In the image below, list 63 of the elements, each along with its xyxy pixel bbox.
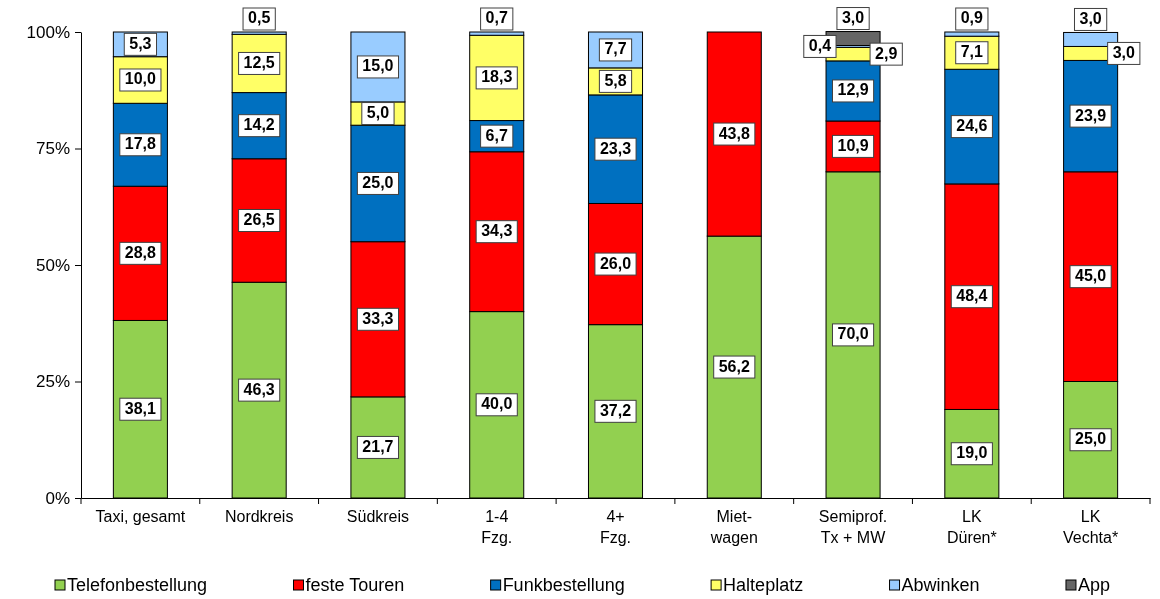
data-label: 15,0 [362,57,394,75]
data-label: 7,1 [960,43,984,61]
x-tick-label: Semiprof. Tx + MW [818,508,888,546]
data-label: 6,7 [485,126,508,144]
data-label: 70,0 [837,325,869,343]
data-label: 3,0 [841,9,865,27]
x-tick-label: Taxi, gesamt [95,508,186,525]
data-label: 12,5 [243,53,275,71]
data-label: 0,4 [808,36,832,54]
data-label: 25,0 [362,173,394,191]
legend-label: feste Touren [305,575,405,596]
data-label: 34,3 [481,222,513,240]
data-label: 10,0 [124,70,157,88]
data-label: 3,0 [1079,9,1102,27]
data-label: 56,2 [718,357,750,375]
x-tick-label: 4+ Fzg. [599,508,632,546]
data-label: 2,9 [875,44,898,62]
data-label: 19,0 [956,444,988,462]
data-label: 7,7 [604,40,627,58]
y-tick-label: 75% [35,139,70,159]
data-label: 3,0 [1112,43,1135,61]
data-label: 18,3 [481,68,513,86]
data-label: 26,5 [243,210,275,228]
data-label: 45,0 [1075,267,1107,285]
y-tick-label: 50% [35,255,70,275]
legend-label: Abwinken [901,575,980,596]
legend-label: Funkbestellung [502,575,625,596]
data-label: 0,7 [485,9,508,27]
legend-label: App [1077,575,1110,596]
data-label: 26,0 [599,254,632,272]
data-label: 46,3 [243,380,275,398]
data-label: 37,2 [599,401,632,419]
x-tick-label: 1-4 Fzg. [481,508,513,546]
data-label: 5,0 [366,104,390,122]
data-label: 48,4 [956,287,988,305]
x-tick-label: Südkreis [346,508,410,525]
data-label: 10,9 [837,136,869,154]
data-label: 25,0 [1075,430,1107,448]
data-label: 12,9 [837,81,869,99]
data-label: 33,3 [362,309,394,327]
x-tick-label: LK Düren* [946,508,997,546]
x-tick-label: Nordkreis [224,508,294,525]
data-label: 38,1 [124,399,157,417]
y-tick-label: 25% [35,372,70,392]
y-tick-label: 100% [26,22,70,42]
data-label: 28,8 [124,243,157,261]
x-tick-label: Miet- wagen [709,508,758,546]
data-label: 5,8 [604,71,627,89]
x-tick-label: LK Vechta* [1063,508,1119,546]
data-label: 43,8 [718,124,750,142]
data-label: 0,5 [248,9,271,27]
data-label: 5,3 [129,34,152,52]
data-label: 24,6 [956,117,988,135]
data-label: 40,0 [481,395,513,413]
legend-label: Halteplatz [723,575,804,596]
legend-label: Telefonbestellung [67,575,208,596]
data-label: 23,3 [599,139,632,157]
data-label: 0,9 [960,9,984,27]
data-label: 23,9 [1075,106,1107,124]
data-label: 21,7 [362,437,394,455]
y-tick-label: 0% [45,488,70,508]
data-label: 17,8 [124,135,157,153]
data-label: 14,2 [243,116,275,134]
